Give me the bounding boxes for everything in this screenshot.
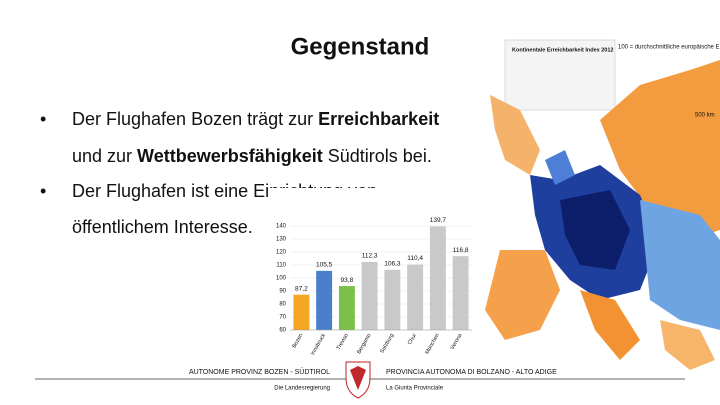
value-label: 93,8 xyxy=(341,277,354,284)
y-tick-label: 100 xyxy=(276,276,287,282)
bullet-text: und zur Wettbewerbsfähigkeit Südtirols b… xyxy=(72,146,432,166)
footer-left: AUTONOME PROVINZ BOZEN - SÜDTIROL xyxy=(189,368,330,376)
footer-left-sub: Die Landesregierung xyxy=(274,386,330,392)
value-label: 110,4 xyxy=(407,255,423,262)
bold-text: Wettbewerbsfähigkeit xyxy=(137,146,323,166)
bullet-text: Der Flughafen Bozen trägt zur Erreichbar… xyxy=(72,109,439,129)
bullet-dot: • xyxy=(40,181,46,201)
text-segment: Der Flughafen Bozen trägt zur xyxy=(72,109,318,129)
slide-title: Gegenstand xyxy=(291,33,430,60)
bar xyxy=(384,269,401,330)
value-label: 105,5 xyxy=(316,262,333,269)
bullet-dot: • xyxy=(40,109,46,129)
y-tick-label: 70 xyxy=(279,315,286,321)
bar xyxy=(429,226,446,330)
footer-right-sub: La Giunta Provinciale xyxy=(386,386,444,392)
bar xyxy=(338,286,355,330)
map-caption: 100 = durchschnittliche europäische Erre… xyxy=(618,45,720,51)
value-label: 87,2 xyxy=(295,285,308,292)
text-segment: Südtirols bei. xyxy=(323,146,432,166)
y-tick-label: 110 xyxy=(276,263,286,269)
value-label: 106,3 xyxy=(384,261,401,268)
bullet-text: öffentlichem Interesse. xyxy=(72,217,253,237)
y-tick-label: 90 xyxy=(279,289,286,295)
bar xyxy=(452,256,469,330)
bold-text: Erreichbarkeit xyxy=(318,109,439,129)
svg-text:500 km: 500 km xyxy=(695,113,715,119)
bar xyxy=(316,270,333,330)
y-tick-label: 120 xyxy=(276,250,287,256)
y-tick-label: 80 xyxy=(279,302,286,308)
value-label: 116,8 xyxy=(453,247,469,254)
map-title: Kontinentale Erreichbarkeit Index 2012 xyxy=(512,47,613,53)
bar xyxy=(407,264,424,330)
bar xyxy=(293,294,310,330)
y-tick-label: 130 xyxy=(276,237,287,243)
bar xyxy=(361,262,378,330)
value-label: 139,7 xyxy=(430,217,447,224)
x-tick-label: Chur xyxy=(407,333,418,346)
footer-right: PROVINCIA AUTONOMA DI BOLZANO - ALTO ADI… xyxy=(386,369,557,376)
y-tick-label: 140 xyxy=(276,224,287,230)
eagle xyxy=(350,366,366,390)
text-segment: und zur xyxy=(72,146,137,166)
europe-map: 500 km xyxy=(485,39,720,370)
text-segment: öffentlichem Interesse. xyxy=(72,217,253,237)
y-tick-label: 60 xyxy=(279,328,286,334)
value-label: 112,3 xyxy=(362,253,378,260)
